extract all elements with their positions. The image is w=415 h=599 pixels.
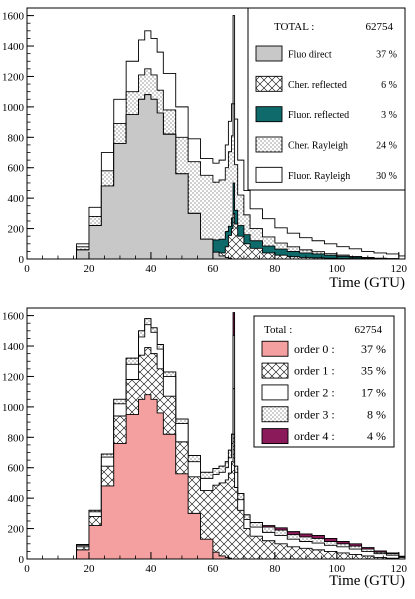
legend-entry-label: order 2 : bbox=[294, 385, 335, 399]
x-tick-label: 100 bbox=[329, 563, 346, 575]
legend-entry-label: Cher. reflected bbox=[288, 80, 347, 91]
x-tick-label: 0 bbox=[24, 263, 30, 275]
y-tick-label: 800 bbox=[8, 432, 25, 444]
y-tick-label: 1200 bbox=[2, 71, 25, 83]
legend-entry-percent: 24 % bbox=[376, 141, 397, 152]
y-tick-label: 600 bbox=[8, 463, 25, 475]
plot-border bbox=[26, 307, 406, 560]
x-tick-label: 20 bbox=[83, 263, 95, 275]
x-tick-label: 80 bbox=[269, 563, 281, 575]
legend-entry-percent: 6 % bbox=[381, 80, 397, 91]
legend-total-label: Total : bbox=[264, 324, 292, 336]
legend-swatch bbox=[255, 106, 283, 123]
y-tick-label: 1600 bbox=[2, 311, 25, 323]
legend-swatch bbox=[255, 45, 283, 62]
legend-entry-label: Fluor. reflected bbox=[288, 110, 349, 121]
legend-entry-label: order 1 : bbox=[294, 364, 335, 378]
x-tick-label: 100 bbox=[329, 263, 346, 275]
y-tick-label: 400 bbox=[8, 193, 25, 205]
legend-swatch bbox=[261, 384, 289, 401]
x-tick-label: 40 bbox=[145, 263, 157, 275]
legend-entry-percent: 30 % bbox=[376, 171, 397, 182]
y-tick-label: 1400 bbox=[2, 341, 25, 353]
x-tick-label: 60 bbox=[207, 263, 219, 275]
legend-entry-percent: 4 % bbox=[367, 429, 386, 443]
legend-box bbox=[253, 315, 395, 448]
legend-entry-percent: 37 % bbox=[376, 50, 397, 61]
legend-entry-label: Fluor. Rayleigh bbox=[288, 171, 350, 182]
y-tick-label: 800 bbox=[8, 132, 25, 144]
x-tick-label: 60 bbox=[207, 563, 219, 575]
legend-entry-label: Cher. Rayleigh bbox=[288, 141, 348, 152]
legend-swatch bbox=[255, 166, 283, 183]
y-tick-label: 200 bbox=[8, 224, 25, 236]
legend-total-label: TOTAL : bbox=[274, 21, 314, 33]
legend-entry-label: order 0 : bbox=[294, 342, 335, 356]
x-tick-label: 20 bbox=[83, 563, 95, 575]
legend-entry-label: order 4 : bbox=[294, 429, 335, 443]
y-tick-label: 1400 bbox=[2, 41, 25, 53]
legend-swatch bbox=[255, 136, 283, 153]
y-tick-label: 1000 bbox=[2, 402, 25, 414]
legend-entry-percent: 8 % bbox=[367, 407, 386, 421]
legend-swatch bbox=[261, 340, 289, 357]
x-axis-label: Time (GTU) bbox=[329, 275, 405, 291]
x-axis-label: Time (GTU) bbox=[329, 573, 405, 589]
legend-entry-percent: 37 % bbox=[361, 342, 386, 356]
legend-total-value: 62754 bbox=[366, 21, 394, 33]
legend-entry-label: Fluo direct bbox=[288, 50, 332, 61]
legend-entry-percent: 17 % bbox=[361, 385, 386, 399]
legend-swatch bbox=[261, 428, 289, 445]
legend-total-value: 62754 bbox=[355, 324, 383, 336]
bottom-panel: 0 20 40 60 80 100 1200200400600800100012001400… bbox=[2, 307, 408, 589]
legend-entry-percent: 3 % bbox=[381, 110, 397, 121]
y-tick-label: 200 bbox=[8, 524, 25, 536]
x-tick-label: 0 bbox=[24, 563, 30, 575]
y-tick-label: 1200 bbox=[2, 371, 25, 383]
legend-entry-label: order 3 : bbox=[294, 407, 335, 421]
y-tick-label: 0 bbox=[19, 254, 25, 266]
x-tick-label: 80 bbox=[269, 263, 281, 275]
y-tick-label: 1600 bbox=[2, 11, 25, 23]
legend-swatch bbox=[261, 406, 289, 423]
legend-swatch bbox=[255, 75, 283, 92]
top-panel: 0 20 40 60 80 100 1200200400600800100012001400… bbox=[2, 7, 408, 291]
legend-swatch bbox=[261, 362, 289, 379]
x-tick-label: 120 bbox=[391, 263, 408, 275]
legend-entry-percent: 35 % bbox=[361, 364, 386, 378]
y-tick-label: 0 bbox=[19, 554, 25, 566]
x-tick-label: 40 bbox=[145, 563, 157, 575]
legend-box bbox=[247, 7, 406, 191]
y-tick-label: 400 bbox=[8, 493, 25, 505]
y-tick-label: 1000 bbox=[2, 102, 25, 114]
x-tick-label: 120 bbox=[391, 563, 408, 575]
y-tick-label: 600 bbox=[8, 163, 25, 175]
